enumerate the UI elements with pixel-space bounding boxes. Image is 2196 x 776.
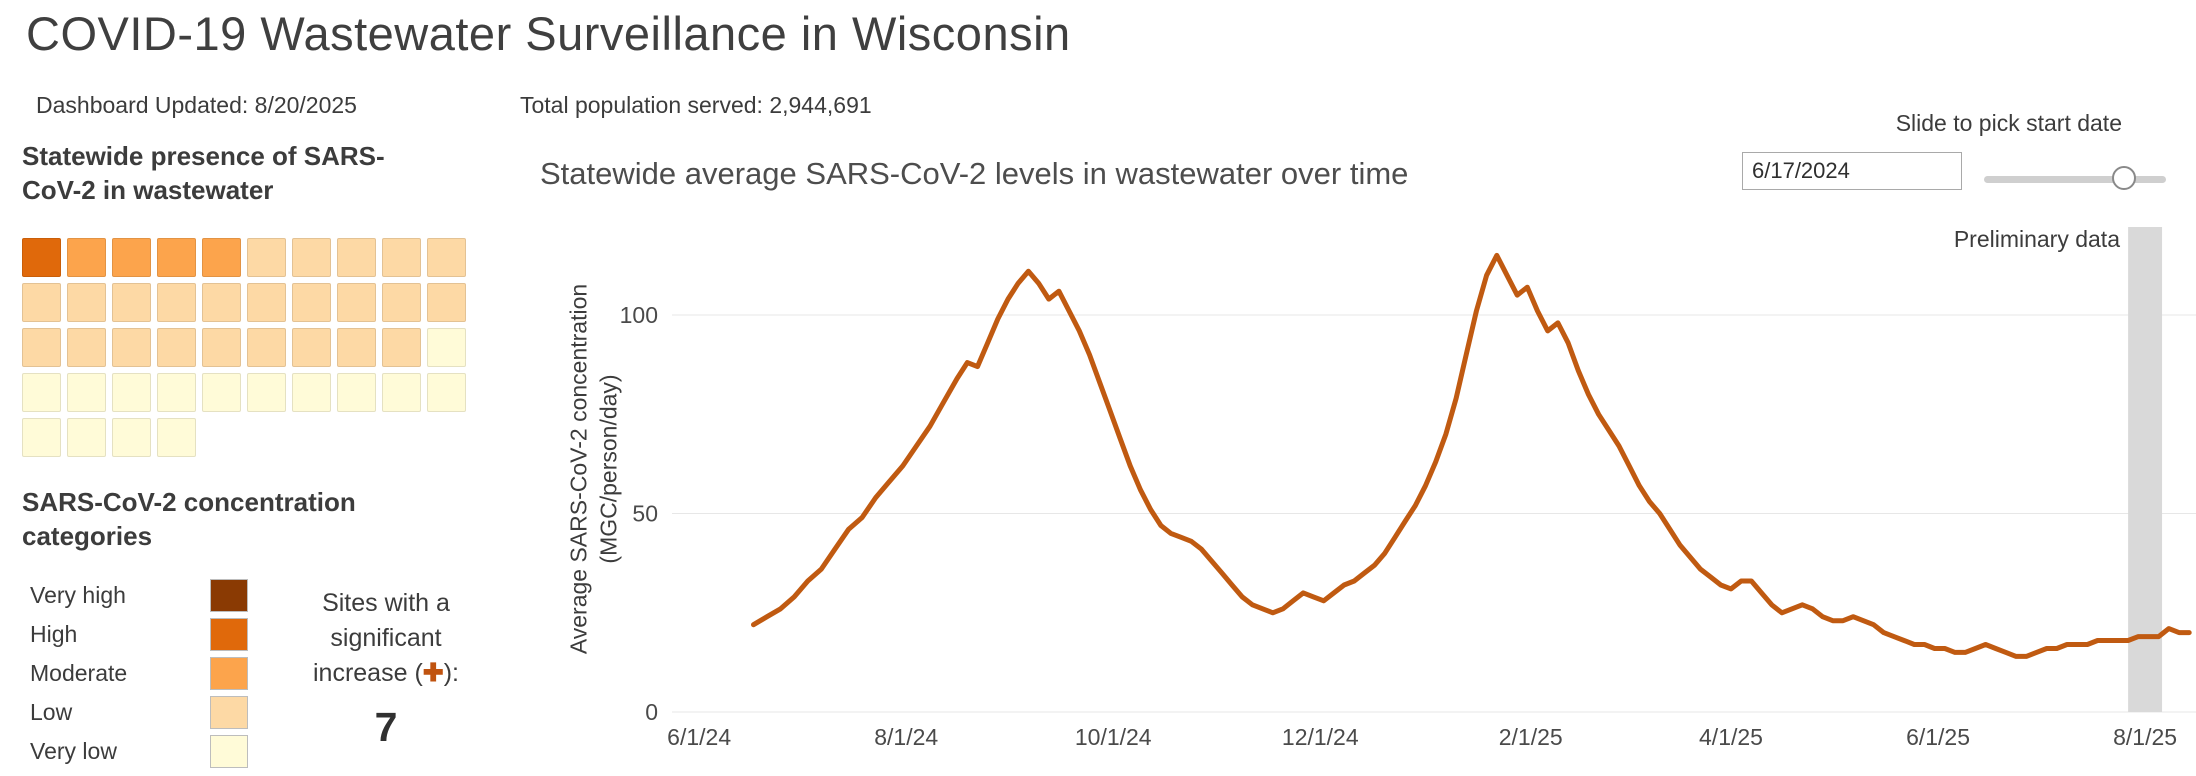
presence-heading: Statewide presence of SARS-CoV-2 in wast… bbox=[22, 141, 385, 205]
site-cell-low[interactable] bbox=[67, 328, 106, 367]
significant-increase-count: 7 bbox=[374, 704, 398, 750]
x-tick-label: 12/1/24 bbox=[1282, 724, 1359, 750]
dashboard-updated-text: Dashboard Updated: 8/20/2025 bbox=[36, 92, 357, 118]
page-title: COVID-19 Wastewater Surveillance in Wisc… bbox=[26, 7, 1071, 60]
preliminary-band bbox=[2128, 227, 2163, 712]
site-cell-moderate[interactable] bbox=[157, 238, 196, 277]
site-cell-very-low[interactable] bbox=[22, 418, 61, 457]
line-chart: 0 50 100 6/1/24 8/1/24 10/1/24 12/1/24 2/1/25 4/… bbox=[620, 227, 2196, 750]
site-cell-very-low[interactable] bbox=[22, 373, 61, 412]
start-date-slider-handle[interactable] bbox=[2112, 166, 2136, 190]
site-cell-low[interactable] bbox=[337, 238, 376, 277]
site-cell-low[interactable] bbox=[112, 283, 151, 322]
preliminary-data-label: Preliminary data bbox=[1953, 226, 2120, 252]
trend-line[interactable] bbox=[751, 252, 2192, 659]
legend-label: Very low bbox=[30, 738, 117, 764]
site-cell-low[interactable] bbox=[247, 328, 286, 367]
site-cell-very-low[interactable] bbox=[202, 373, 241, 412]
legend-label: Very high bbox=[30, 582, 126, 608]
legend-label: Moderate bbox=[30, 660, 128, 686]
y-tick-label: 0 bbox=[645, 699, 658, 725]
site-cell-low[interactable] bbox=[157, 283, 196, 322]
significant-increase-line1: Sites with a bbox=[322, 589, 450, 617]
site-cell-very-low[interactable] bbox=[337, 373, 376, 412]
x-tick-label: 4/1/25 bbox=[1699, 724, 1763, 750]
legend-item-very-low[interactable]: Very low bbox=[30, 732, 248, 771]
site-cell-moderate[interactable] bbox=[67, 238, 106, 277]
site-cell-low[interactable] bbox=[292, 238, 331, 277]
significant-increase-line2: significant bbox=[330, 624, 442, 652]
site-cell-very-low[interactable] bbox=[112, 418, 151, 457]
site-cell-very-low[interactable] bbox=[67, 373, 106, 412]
significant-increase-note: Sites with a significant increase (✚): 7 bbox=[258, 586, 514, 756]
site-cell-low[interactable] bbox=[382, 238, 421, 277]
site-cell-very-low[interactable] bbox=[157, 418, 196, 457]
site-cell-low[interactable] bbox=[427, 238, 466, 277]
x-tick-label: 6/1/24 bbox=[667, 724, 731, 750]
population-served-text: Total population served: 2,944,691 bbox=[520, 92, 872, 118]
presence-grid bbox=[22, 238, 466, 463]
site-cell-low[interactable] bbox=[292, 283, 331, 322]
site-cell-very-low[interactable] bbox=[112, 373, 151, 412]
site-cell-high[interactable] bbox=[22, 238, 61, 277]
start-date-input[interactable] bbox=[1742, 152, 1962, 190]
x-tick-label: 8/1/25 bbox=[2113, 724, 2177, 750]
significant-increase-line3: increase (✚): bbox=[313, 659, 459, 687]
site-cell-low[interactable] bbox=[67, 283, 106, 322]
site-cell-moderate[interactable] bbox=[202, 238, 241, 277]
site-cell-moderate[interactable] bbox=[112, 238, 151, 277]
site-cell-low[interactable] bbox=[292, 328, 331, 367]
y-tick-label: 100 bbox=[620, 302, 658, 328]
site-cell-low[interactable] bbox=[247, 283, 286, 322]
site-cell-low[interactable] bbox=[22, 328, 61, 367]
legend-swatch bbox=[210, 735, 248, 768]
site-cell-low[interactable] bbox=[382, 328, 421, 367]
site-cell-low[interactable] bbox=[337, 283, 376, 322]
site-cell-very-low[interactable] bbox=[157, 373, 196, 412]
site-cell-low[interactable] bbox=[247, 238, 286, 277]
chart-title: Statewide average SARS-CoV-2 levels in w… bbox=[540, 156, 1409, 191]
y-tick-label: 50 bbox=[632, 501, 658, 527]
site-cell-low[interactable] bbox=[382, 283, 421, 322]
slider-label: Slide to pick start date bbox=[1895, 110, 2122, 136]
legend-swatch bbox=[210, 657, 248, 690]
legend-item-low[interactable]: Low bbox=[30, 693, 248, 732]
legend-swatch bbox=[210, 696, 248, 729]
site-cell-low[interactable] bbox=[202, 328, 241, 367]
site-cell-very-low[interactable] bbox=[67, 418, 106, 457]
site-cell-low[interactable] bbox=[157, 328, 196, 367]
legend-item-moderate[interactable]: Moderate bbox=[30, 654, 248, 693]
x-tick-label: 6/1/25 bbox=[1906, 724, 1970, 750]
start-date-slider-track[interactable] bbox=[1984, 176, 2166, 183]
site-cell-low[interactable] bbox=[427, 283, 466, 322]
y-axis-title-line1: Average SARS-CoV-2 concentration bbox=[565, 283, 592, 654]
legend-label: High bbox=[30, 621, 78, 647]
category-legend: Very high High Moderate Low Very low bbox=[30, 576, 248, 771]
x-tick-label: 10/1/24 bbox=[1075, 724, 1152, 750]
site-cell-very-low[interactable] bbox=[427, 328, 466, 367]
site-cell-low[interactable] bbox=[112, 328, 151, 367]
site-cell-very-low[interactable] bbox=[382, 373, 421, 412]
legend-item-high[interactable]: High bbox=[30, 615, 248, 654]
x-tick-label: 2/1/25 bbox=[1499, 724, 1563, 750]
legend-swatch bbox=[210, 579, 248, 612]
site-cell-low[interactable] bbox=[22, 283, 61, 322]
site-cell-very-low[interactable] bbox=[247, 373, 286, 412]
site-cell-low[interactable] bbox=[202, 283, 241, 322]
legend-label: Low bbox=[30, 699, 73, 725]
x-tick-label: 8/1/24 bbox=[874, 724, 938, 750]
site-cell-low[interactable] bbox=[337, 328, 376, 367]
site-cell-very-low[interactable] bbox=[292, 373, 331, 412]
legend-swatch bbox=[210, 618, 248, 651]
categories-heading: SARS-CoV-2 concentration categories bbox=[22, 487, 356, 551]
site-cell-very-low[interactable] bbox=[427, 373, 466, 412]
legend-item-very-high[interactable]: Very high bbox=[30, 576, 248, 615]
plus-icon: ✚ bbox=[422, 659, 444, 687]
